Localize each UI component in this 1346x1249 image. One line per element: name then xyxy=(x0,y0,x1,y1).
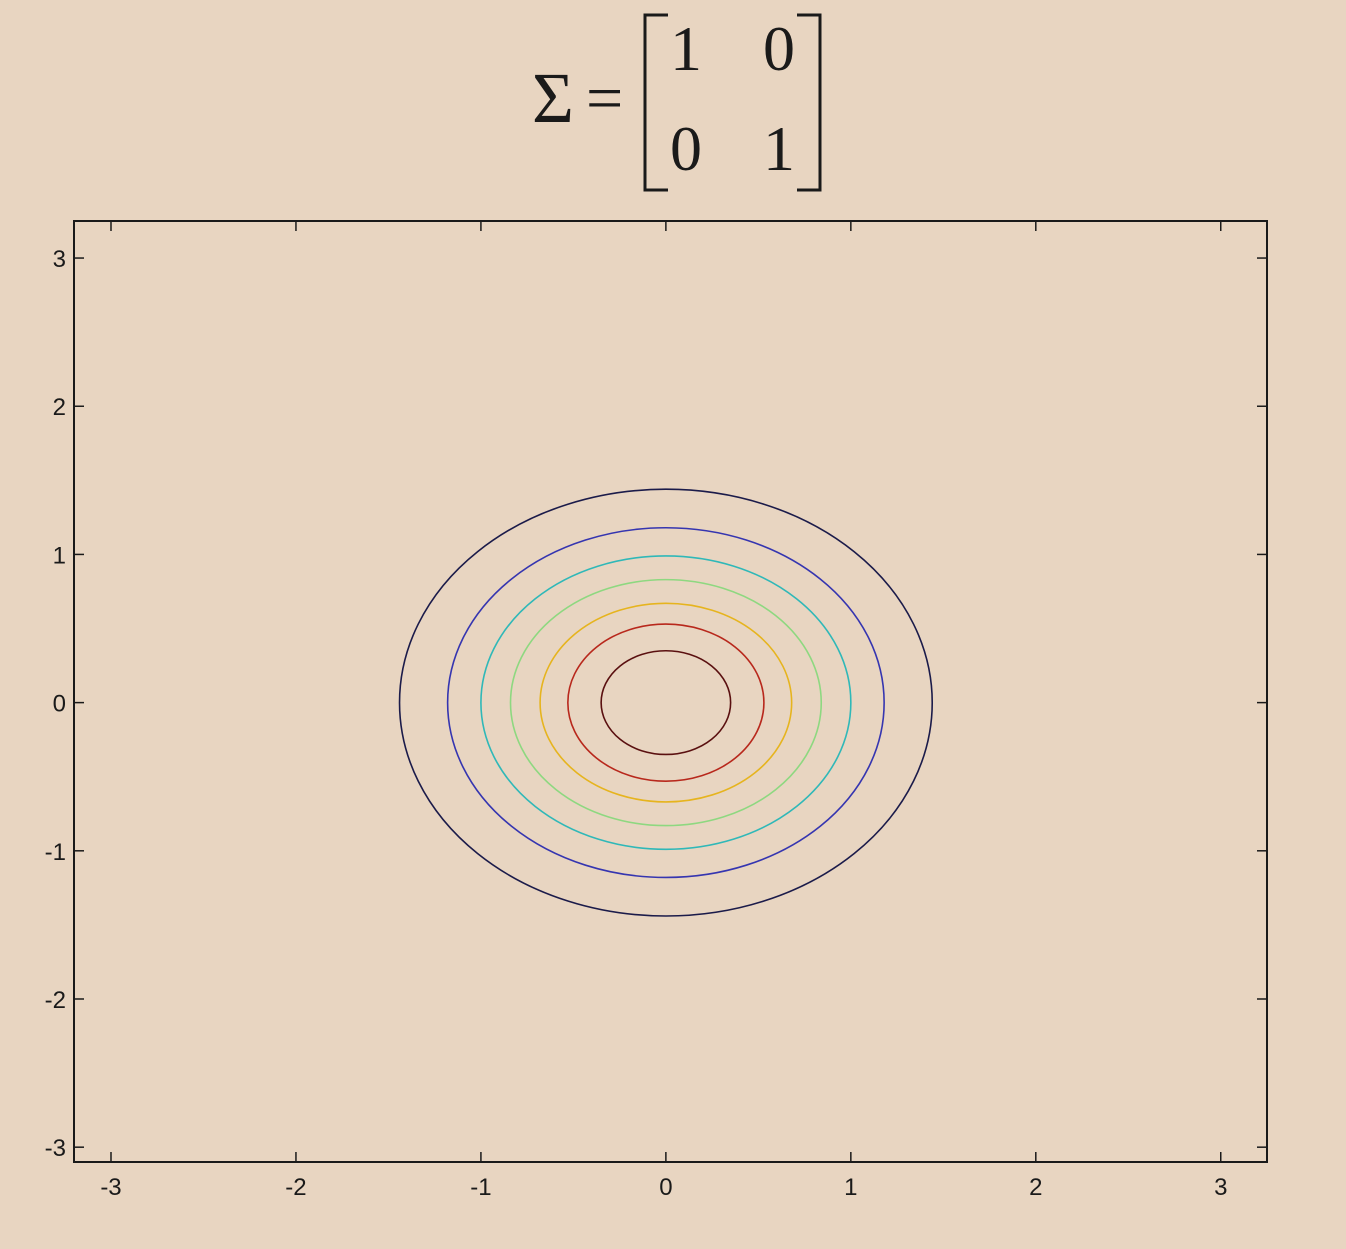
contour-level-3 xyxy=(480,555,852,851)
x-tick-label: -2 xyxy=(285,1174,306,1201)
contour-level-5 xyxy=(539,602,793,803)
x-tick-label: 1 xyxy=(844,1174,857,1201)
matrix-right-bracket xyxy=(797,13,822,192)
plot-frame xyxy=(73,220,1268,1163)
matrix-cell-r2c2: 1 xyxy=(763,113,795,184)
matrix-cell-r1c2: 0 xyxy=(763,13,795,84)
x-tick-label: -3 xyxy=(100,1174,121,1201)
contour-level-6 xyxy=(567,623,765,782)
axis-ticks xyxy=(74,221,1267,1162)
contour-level-1 xyxy=(398,488,934,917)
y-tick-label: 1 xyxy=(53,542,66,569)
matrix-cell-r2c1: 0 xyxy=(670,113,702,184)
x-tick-label: 3 xyxy=(1214,1174,1227,1201)
y-tick-label: -3 xyxy=(45,1135,66,1162)
contour-plot: -3 -2 -1 0 1 2 3 -3 -2 -1 0 1 2 3 xyxy=(45,220,1268,1201)
contour-level-7 xyxy=(600,649,732,756)
covariance-matrix-title: Σ = 1 0 0 1 xyxy=(532,13,822,192)
x-tick-label: -1 xyxy=(470,1174,491,1201)
y-tick-label: 2 xyxy=(53,394,66,421)
tick-labels: -3 -2 -1 0 1 2 3 -3 -2 -1 0 1 2 3 xyxy=(45,246,1228,1201)
matrix-left-bracket xyxy=(643,13,668,192)
equals-sign: = xyxy=(586,62,623,135)
y-tick-label: -2 xyxy=(45,987,66,1014)
contour-lines xyxy=(398,488,934,917)
x-tick-label: 0 xyxy=(659,1174,672,1201)
x-tick-label: 2 xyxy=(1029,1174,1042,1201)
sigma-symbol: Σ xyxy=(532,58,574,138)
y-tick-label: 3 xyxy=(53,246,66,273)
y-tick-label: -1 xyxy=(45,839,66,866)
contour-level-2 xyxy=(446,526,885,879)
matrix-cell-r1c1: 1 xyxy=(670,13,702,84)
contour-level-4 xyxy=(509,578,823,827)
y-tick-label: 0 xyxy=(53,691,66,718)
